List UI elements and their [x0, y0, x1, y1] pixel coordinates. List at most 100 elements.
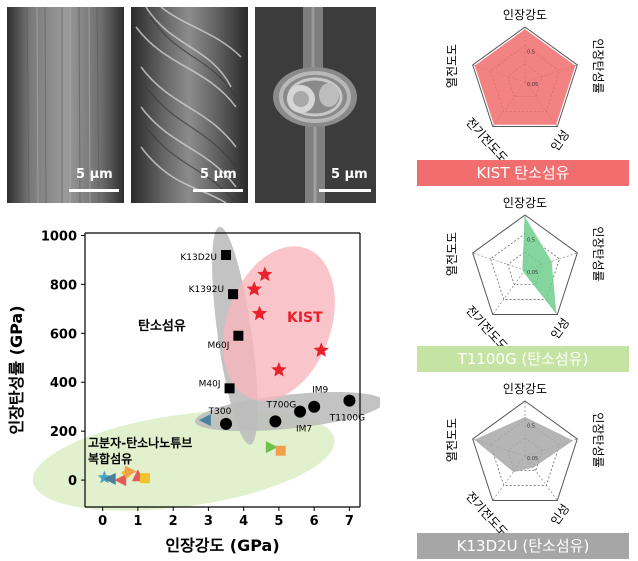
radar-ring-label: 0.5 — [527, 50, 535, 56]
scale-bar — [69, 189, 119, 192]
data-point-star — [257, 266, 273, 282]
radar-axis-label: 인성 — [548, 128, 572, 154]
data-point-star — [246, 281, 262, 296]
radar-axis-label: 인장강도 — [503, 196, 547, 210]
scale-bar — [319, 189, 371, 192]
scale-label: 5 μm — [331, 167, 368, 182]
annotation-carbon-fiber: 탄소섬유 — [138, 318, 186, 334]
radar-axis-label: 인장탄성률 — [591, 226, 605, 281]
x-tick-label: 5 — [274, 514, 283, 529]
x-tick-label: 0 — [98, 514, 107, 529]
data-point-square — [275, 445, 286, 456]
chart-labels: K13D2U K1392U M60J M40J T300 T700G IM7 IM9 T1100… — [88, 253, 365, 466]
radar-axis-label: 인성 — [548, 316, 572, 342]
radar-value-area — [522, 216, 557, 314]
sem-image-twisted-fiber: 5 μm — [131, 7, 248, 203]
scale-label: 5 μm — [200, 167, 237, 182]
x-tick-label: 4 — [239, 514, 248, 529]
radar-ring-label: 0.05 — [527, 456, 538, 462]
strength-modulus-scatter-chart: 0 1 2 3 4 5 6 7 0 200 400 600 800 1000 인장강도 (GPa) 인장탄성률… — [7, 226, 380, 555]
sem-image-straight-fiber: 5 μm — [7, 7, 124, 203]
caption-kist: KIST 탄소섬유 — [417, 160, 629, 186]
y-tick-label: 600 — [50, 327, 77, 342]
chart-marks — [97, 250, 356, 487]
data-label: IM9 — [312, 386, 328, 396]
radar-grid-ring — [472, 214, 578, 315]
data-label: M60J — [207, 341, 229, 351]
data-label: K1392U — [189, 285, 224, 295]
radar-grid-ring — [472, 26, 578, 127]
x-tick-label: 3 — [204, 514, 213, 529]
radar-axis-label: 열전도도 — [445, 44, 459, 88]
annotation-kist: KIST — [287, 310, 323, 326]
sem-image-knotted-fiber: 5 μm — [255, 7, 376, 203]
data-point-square — [233, 330, 244, 341]
radar-ring-label: 0.05 — [527, 82, 538, 88]
radar-grid-ring — [472, 400, 578, 501]
chart-regions — [32, 226, 380, 511]
data-point-star — [313, 342, 329, 357]
data-point-star — [271, 362, 287, 377]
x-tick-label: 2 — [169, 514, 178, 529]
data-label: T300 — [208, 407, 232, 417]
radar-grid-ring — [490, 233, 560, 300]
chart-axes: 0 1 2 3 4 5 6 7 0 200 400 600 800 1000 인장강도 (GPa) 인장탄성률… — [7, 229, 361, 555]
annotation-composite-fiber: 복합섬유 — [88, 451, 132, 466]
x-axis-label: 인장강도 (GPa) — [165, 536, 279, 555]
radar-ring-label: 0.5 — [527, 424, 535, 430]
data-label: M40J — [199, 379, 221, 389]
caption-t1100g: T1100G (탄소섬유) — [417, 346, 629, 372]
radar-axis-label: 열전도도 — [445, 418, 459, 462]
region-carbon-fiber-horizontal — [194, 391, 380, 432]
radar-axis-label: 인성 — [548, 502, 572, 528]
data-point-square — [224, 383, 235, 394]
radar-axis-label: 인장강도 — [503, 382, 547, 396]
x-tick-label: 1 — [133, 514, 142, 529]
data-point-triangle — [265, 441, 278, 454]
data-label: IM7 — [296, 425, 312, 435]
y-tick-label: 0 — [68, 474, 77, 489]
x-tick-label: 6 — [310, 514, 319, 529]
data-point-star — [251, 305, 268, 321]
radar-axis-label: 열전도도 — [445, 232, 459, 276]
data-label: T700G — [266, 400, 297, 410]
radar-value-area — [474, 416, 574, 473]
y-tick-label: 200 — [50, 425, 77, 440]
radar-axis-label: 인장탄성률 — [591, 38, 605, 93]
data-point-circle — [220, 417, 233, 430]
radar-ring-label: 0.5 — [527, 238, 535, 244]
data-point-triangle — [124, 465, 137, 478]
radar-ring-label: 0.05 — [527, 270, 538, 276]
data-point-circle — [308, 400, 321, 413]
y-tick-label: 400 — [50, 376, 77, 391]
y-tick-label: 800 — [50, 278, 77, 293]
data-point-triangle — [114, 474, 127, 487]
radar-axis-label: 전기전도도 — [463, 489, 510, 534]
radar-axis-line — [472, 252, 526, 271]
annotation-polymer-cnt: 고분자-탄소나노튜브 — [88, 435, 192, 450]
caption-k13d2u: K13D2U (탄소섬유) — [417, 533, 629, 559]
y-axis-label: 인장탄성률 (GPa) — [7, 305, 26, 434]
radar-axis-label: 인장탄성률 — [591, 412, 605, 467]
data-label: T1100G — [329, 414, 365, 424]
data-point-circle — [343, 394, 356, 407]
data-point-square — [221, 250, 232, 261]
y-tick-label: 1000 — [41, 229, 77, 244]
radar-axis-label: 인장강도 — [503, 8, 547, 22]
data-point-square — [228, 289, 239, 300]
region-polymer-cnt — [32, 410, 335, 511]
data-point-triangle — [103, 472, 116, 485]
data-point-square — [139, 473, 150, 484]
data-label: K13D2U — [180, 253, 217, 263]
radar-value-area — [474, 29, 576, 125]
radar-axis-label: 전기전도도 — [463, 303, 510, 348]
x-tick-label: 7 — [345, 514, 354, 529]
region-kist — [222, 246, 335, 401]
data-point-circle — [269, 415, 282, 428]
radar-axis-line — [492, 269, 526, 315]
data-point-circle — [294, 405, 307, 418]
scale-label: 5 μm — [76, 167, 113, 182]
